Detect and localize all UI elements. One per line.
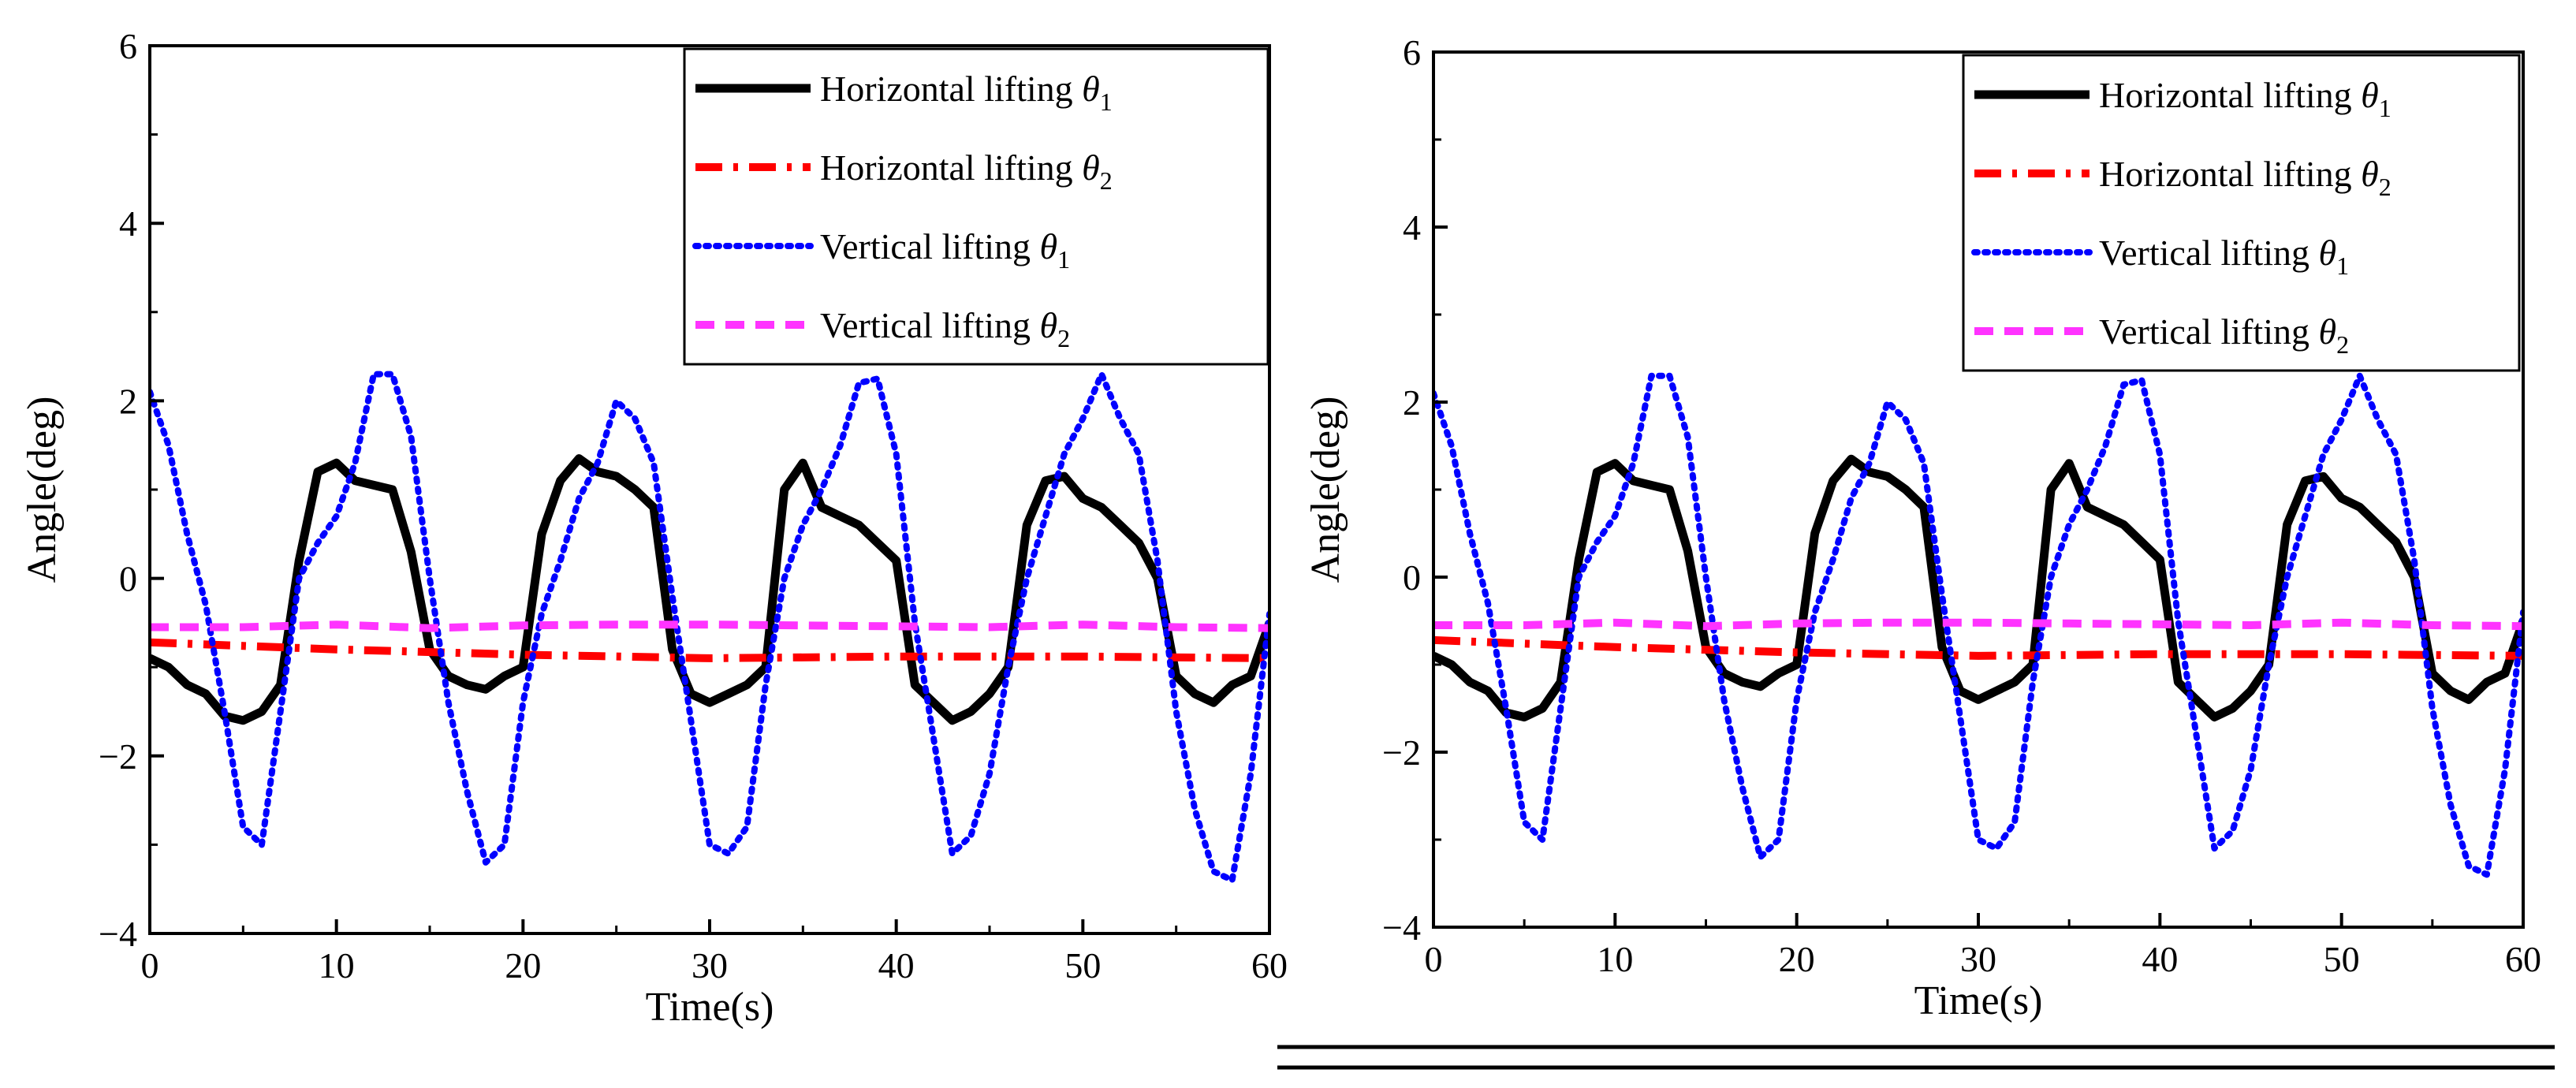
x-tick-label: 40 bbox=[2142, 939, 2178, 979]
y-tick-label: 0 bbox=[119, 559, 137, 599]
legend-label-3: Vertical lifting θ1 bbox=[2099, 233, 2349, 280]
legend-label-4: Vertical lifting θ2 bbox=[2099, 311, 2349, 359]
legend-label-1: Horizontal lifting θ1 bbox=[2099, 75, 2391, 122]
y-tick-label: −2 bbox=[1382, 732, 1421, 773]
y-tick-label: 4 bbox=[1403, 207, 1421, 248]
series-line-3 bbox=[1433, 372, 2523, 878]
series-line-4 bbox=[1433, 618, 2523, 631]
y-tick-label: 0 bbox=[1403, 557, 1421, 598]
y-tick-label: 2 bbox=[1403, 382, 1421, 423]
chart-left: 0 10 20 30 40 50 60 −4 −2 0 2 4 6 Time(s) Angle(deg) Ho… bbox=[20, 26, 1288, 1030]
series-line-4 bbox=[150, 620, 1269, 632]
x-tick-label: 30 bbox=[692, 945, 728, 986]
x-tick-label: 20 bbox=[1779, 939, 1815, 979]
legend-label-1: Horizontal lifting θ1 bbox=[820, 69, 1113, 116]
series-line-2 bbox=[1433, 635, 2523, 660]
x-tick-label: 50 bbox=[2324, 939, 2360, 979]
legend-label-2: Horizontal lifting θ2 bbox=[2099, 154, 2391, 201]
y-tick-label: 2 bbox=[119, 381, 137, 421]
x-tick-label: 20 bbox=[505, 945, 541, 986]
y-tick-label: −4 bbox=[99, 914, 137, 954]
y-axis-title: Angle(deg) bbox=[1303, 397, 1348, 583]
legend-label-2: Horizontal lifting θ2 bbox=[820, 147, 1113, 195]
x-tick-label: 30 bbox=[1960, 939, 1996, 979]
x-axis-title: Time(s) bbox=[646, 985, 774, 1030]
x-tick-label: 50 bbox=[1064, 945, 1101, 986]
x-tick-label: 60 bbox=[2505, 939, 2541, 979]
series-line-3 bbox=[150, 371, 1269, 884]
series-lines bbox=[150, 371, 1269, 884]
legend: Horizontal lifting θ1 Horizontal lifting … bbox=[683, 47, 1269, 366]
y-tick-label: −4 bbox=[1382, 907, 1421, 948]
x-axis-title: Time(s) bbox=[1914, 978, 2043, 1023]
series-line-1 bbox=[1433, 454, 2523, 722]
x-tick-label: 60 bbox=[1251, 945, 1288, 986]
legend-box bbox=[1962, 54, 2521, 372]
x-tick-label: 0 bbox=[1425, 939, 1443, 979]
y-tick-label: 4 bbox=[119, 203, 137, 244]
legend-label-3: Vertical lifting θ1 bbox=[820, 226, 1070, 274]
y-tick-label: 6 bbox=[119, 26, 137, 66]
legend: Horizontal lifting θ1 Horizontal lifting … bbox=[1962, 54, 2521, 372]
y-tick-label: −2 bbox=[99, 736, 137, 777]
series-line-2 bbox=[150, 638, 1269, 662]
y-tick-label: 6 bbox=[1403, 32, 1421, 73]
series-line-1 bbox=[150, 454, 1269, 725]
x-tick-label: 0 bbox=[141, 945, 159, 986]
x-tick-label: 40 bbox=[878, 945, 915, 986]
x-tick-label: 10 bbox=[1597, 939, 1633, 979]
series-lines bbox=[1433, 372, 2523, 878]
x-tick-label: 10 bbox=[319, 945, 355, 986]
legend-label-4: Vertical lifting θ2 bbox=[820, 305, 1070, 352]
chart-right: 0 10 20 30 40 50 60 −4 −2 0 2 4 6 Time(s) Angle(deg) Ho… bbox=[1303, 32, 2541, 1023]
legend-box bbox=[683, 47, 1269, 366]
y-axis-title: Angle(deg) bbox=[20, 397, 65, 583]
